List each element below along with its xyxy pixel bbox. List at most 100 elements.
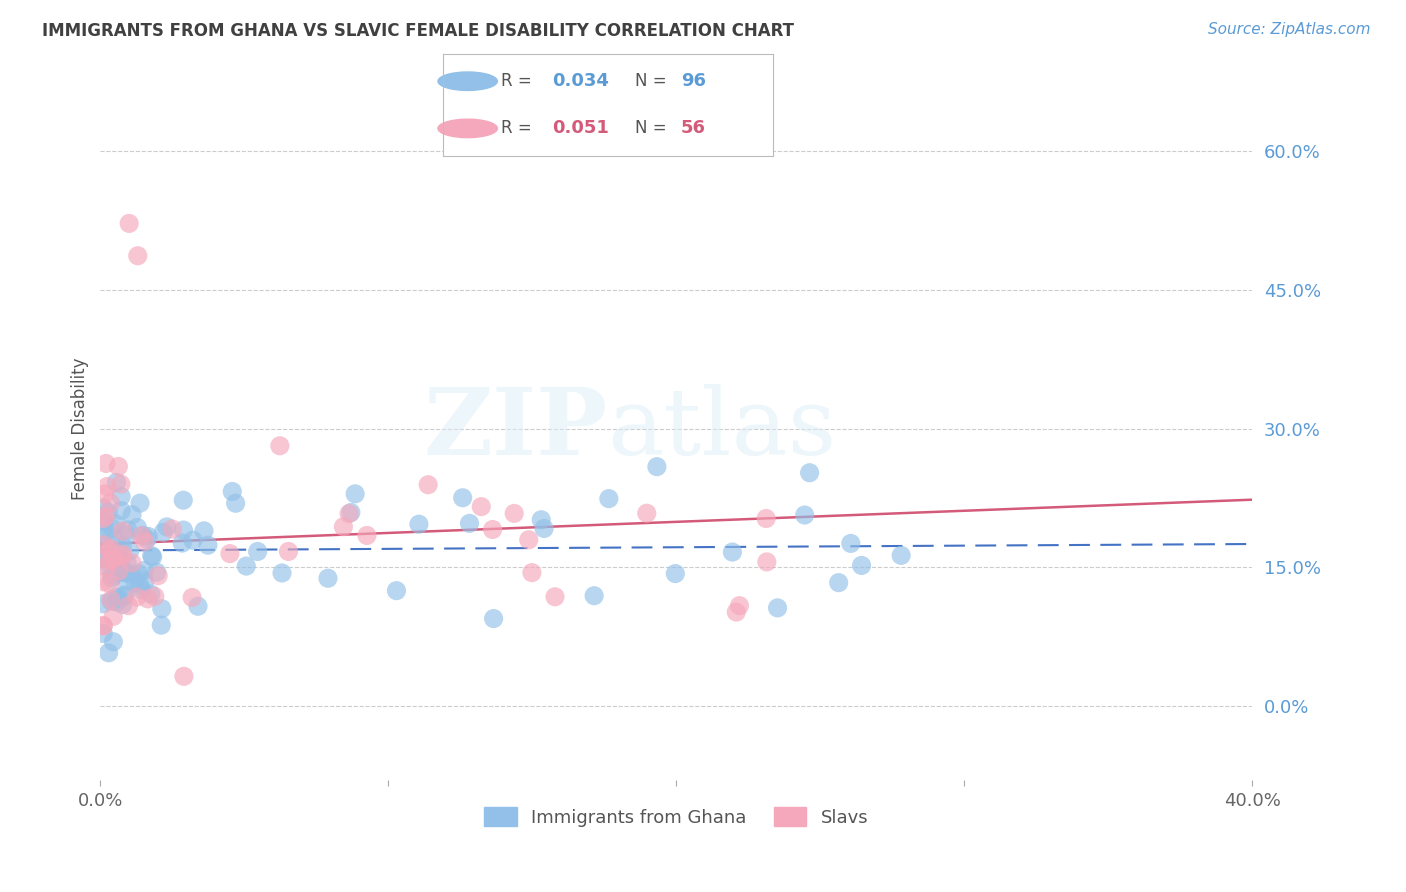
Point [482,611,505,625]
Legend: Immigrants from Ghana, Slavs: Immigrants from Ghana, Slavs [477,800,876,834]
Point [107,591,129,606]
Point [117,523,139,537]
Text: N =: N = [634,72,672,90]
Point [481,523,503,537]
Point [103,552,125,566]
Text: Source: ZipAtlas.com: Source: ZipAtlas.com [1208,22,1371,37]
Point [766,600,789,615]
Point [111,539,134,553]
Point [839,536,862,550]
Point [162,522,184,536]
Text: atlas: atlas [607,384,837,474]
Point [91,511,114,525]
Point [111,598,134,612]
Point [636,506,658,520]
Point [110,477,132,491]
Point [197,538,219,552]
Point [385,583,408,598]
Point [221,484,243,499]
Point [408,517,430,532]
Text: ZIP: ZIP [423,384,607,474]
Point [132,528,155,542]
Point [94,509,117,524]
Point [193,524,215,538]
Point [269,439,291,453]
Text: R =: R = [501,72,537,90]
Point [503,507,526,521]
Point [93,538,115,552]
Point [131,582,153,597]
Point [143,590,166,604]
Point [356,528,378,542]
Point [91,618,114,632]
Point [136,591,159,606]
Point [91,619,114,633]
Point [664,566,686,581]
Point [110,503,132,517]
Point [544,590,567,604]
Point [112,588,135,602]
Point [93,574,115,589]
Point [91,548,114,562]
Point [340,506,363,520]
Point [94,487,117,501]
Circle shape [437,120,498,137]
Point [148,568,170,582]
Point [793,508,815,522]
Point [418,477,440,491]
Point [94,550,117,565]
Point [103,634,125,648]
Point [91,514,114,528]
Point [110,559,132,574]
Point [115,528,138,542]
Point [755,555,778,569]
Point [128,578,150,592]
Point [124,574,146,589]
Point [246,544,269,558]
Point [96,479,118,493]
Point [458,516,481,531]
Point [187,599,209,614]
Point [121,556,143,570]
Point [470,500,492,514]
Point [890,549,912,563]
Point [337,507,360,521]
Point [115,574,138,588]
Circle shape [437,72,498,90]
Point [108,545,131,559]
Point [344,487,367,501]
Point [128,566,150,581]
Point [277,544,299,558]
Point [125,590,148,604]
Text: 0.051: 0.051 [553,120,609,137]
Point [721,545,744,559]
Point [451,491,474,505]
Point [145,565,167,579]
Point [121,508,143,522]
Point [103,551,125,566]
Point [110,490,132,504]
Point [181,591,204,605]
Point [129,496,152,510]
Point [100,593,122,607]
Point [533,521,555,535]
Point [111,524,134,538]
Point [104,533,127,547]
Point [851,558,873,573]
Point [598,491,620,506]
Point [96,560,118,574]
Point [799,466,821,480]
Point [725,605,748,619]
Point [111,549,134,564]
Point [91,500,114,515]
Point [115,566,138,580]
Text: 56: 56 [681,120,706,137]
Point [100,594,122,608]
Point [115,556,138,570]
Point [108,556,131,570]
Point [111,547,134,561]
Point [134,563,156,577]
Point [107,459,129,474]
Point [100,496,122,510]
Point [172,523,194,537]
